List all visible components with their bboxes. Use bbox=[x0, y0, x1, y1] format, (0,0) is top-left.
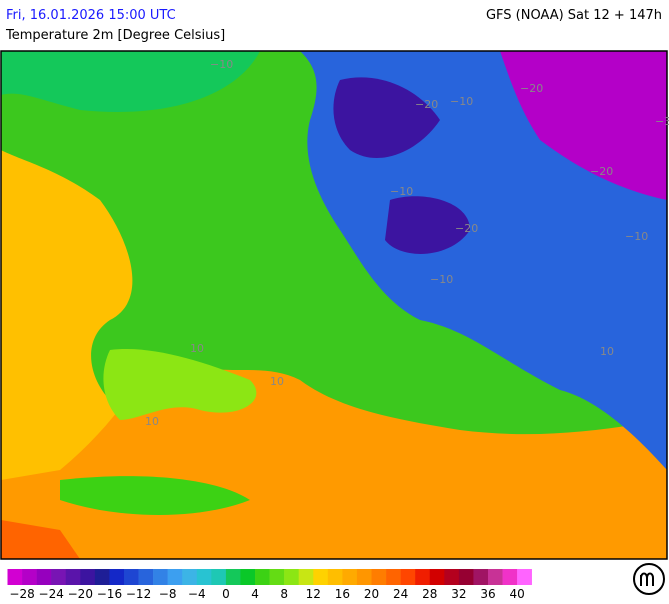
contour-label: −10 bbox=[210, 58, 233, 71]
legend-swatch bbox=[429, 569, 445, 585]
legend-swatch bbox=[327, 569, 343, 585]
legend-swatch bbox=[36, 569, 52, 585]
legend-swatch bbox=[167, 569, 183, 585]
contour-label: 10 bbox=[145, 415, 159, 428]
variable: Temperature 2m [Degree Celsius] bbox=[5, 28, 225, 43]
contour-label: 10 bbox=[270, 375, 284, 388]
legend-swatch bbox=[94, 569, 110, 585]
legend-swatch bbox=[51, 569, 67, 585]
legend-label: 0 bbox=[222, 587, 230, 600]
legend-swatch bbox=[371, 569, 387, 585]
legend-swatch bbox=[109, 569, 125, 585]
contour-label: −20 bbox=[520, 82, 543, 95]
legend-swatch bbox=[80, 569, 96, 585]
legend-label: 12 bbox=[306, 587, 321, 600]
legend-label: 24 bbox=[393, 587, 408, 600]
logo bbox=[633, 563, 665, 595]
map bbox=[0, 50, 668, 560]
legend-swatch bbox=[386, 569, 401, 585]
legend-swatch bbox=[313, 569, 329, 585]
legend-label: 16 bbox=[335, 587, 350, 600]
legend-label: 28 bbox=[422, 587, 437, 600]
contour-label: −30 bbox=[655, 115, 669, 128]
legend-label: −16 bbox=[97, 587, 122, 600]
legend-swatch bbox=[400, 569, 416, 585]
legend-swatch bbox=[225, 569, 241, 585]
legend-label: −28 bbox=[9, 587, 34, 600]
legend-swatch bbox=[458, 569, 474, 585]
legend-label: −8 bbox=[159, 587, 177, 600]
legend-swatch bbox=[473, 569, 489, 585]
contour-label: −10 bbox=[450, 95, 473, 108]
legend: −28 −24 −20 −16 −12 −8 −4 0 4 8 12 16 20 24 28 32 36 40 bbox=[7, 569, 532, 601]
legend-swatch bbox=[444, 569, 460, 585]
legend-swatch bbox=[356, 569, 372, 585]
legend-swatch bbox=[487, 569, 503, 585]
contour-label: 10 bbox=[190, 342, 204, 355]
map-labels: −10 −20 −10 −20 −30 −20 −10 −10 −20 −10 10 10 10 10 bbox=[145, 58, 669, 428]
legend-swatch bbox=[211, 569, 227, 585]
contour-label: −20 bbox=[590, 165, 613, 178]
datetime: Fri, 16.01.2026 15:00 UTC bbox=[6, 8, 176, 23]
legend-label: −12 bbox=[126, 587, 151, 600]
legend-swatch bbox=[7, 569, 23, 585]
legend-swatch bbox=[342, 569, 358, 585]
contour-label: −20 bbox=[415, 98, 438, 111]
legend-swatch bbox=[153, 569, 168, 585]
legend-swatch bbox=[123, 569, 139, 585]
legend-label: −24 bbox=[39, 587, 64, 600]
contour-label: −10 bbox=[625, 230, 648, 243]
legend-swatch bbox=[138, 569, 154, 585]
model: GFS (NOAA) Sat 12 + 147h bbox=[486, 8, 662, 23]
legend-label: −4 bbox=[188, 587, 206, 600]
legend-label: 32 bbox=[451, 587, 466, 600]
legend-swatch bbox=[22, 569, 37, 585]
legend-swatch bbox=[240, 569, 256, 585]
contour-label: −20 bbox=[455, 222, 478, 235]
legend-label: 4 bbox=[251, 587, 259, 600]
legend-swatch bbox=[517, 569, 532, 585]
legend-label: −20 bbox=[68, 587, 93, 600]
contour-label: 10 bbox=[600, 345, 614, 358]
legend-label: 40 bbox=[509, 587, 524, 600]
legend-swatch bbox=[196, 569, 212, 585]
contour-label: −10 bbox=[390, 185, 413, 198]
legend-label: 20 bbox=[364, 587, 379, 600]
legend-swatch bbox=[284, 569, 299, 585]
legend-swatch bbox=[269, 569, 285, 585]
legend-swatch bbox=[415, 569, 431, 585]
legend-swatch bbox=[65, 569, 81, 585]
legend-swatch bbox=[255, 569, 270, 585]
legend-swatch bbox=[502, 569, 518, 585]
legend-label: 8 bbox=[280, 587, 288, 600]
legend-swatch bbox=[298, 569, 314, 585]
legend-label: 36 bbox=[480, 587, 495, 600]
legend-swatch bbox=[182, 569, 198, 585]
contour-label: −10 bbox=[430, 273, 453, 286]
